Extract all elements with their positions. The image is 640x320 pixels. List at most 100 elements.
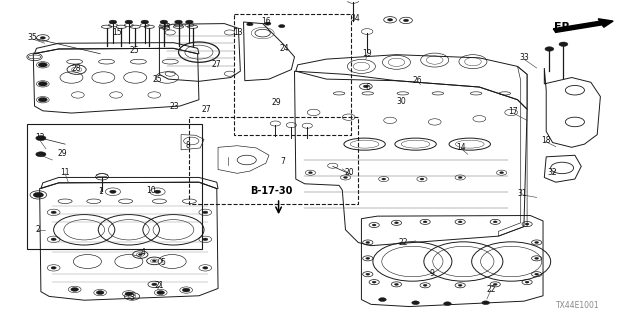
Text: TX44E1001: TX44E1001: [556, 301, 600, 310]
Text: 9: 9: [429, 269, 435, 278]
Circle shape: [36, 136, 46, 141]
Circle shape: [203, 238, 208, 241]
Circle shape: [33, 192, 44, 197]
Text: 23: 23: [170, 101, 180, 111]
Circle shape: [97, 291, 104, 294]
Circle shape: [372, 224, 376, 226]
Circle shape: [203, 211, 208, 214]
Circle shape: [394, 284, 398, 285]
Text: 1: 1: [98, 187, 102, 196]
Circle shape: [458, 221, 462, 223]
Text: 22: 22: [398, 238, 408, 247]
Text: 16: 16: [262, 17, 271, 26]
Text: 32: 32: [548, 168, 557, 177]
Circle shape: [388, 19, 393, 21]
FancyArrow shape: [554, 19, 613, 32]
Text: 14: 14: [457, 143, 467, 152]
Text: 18: 18: [541, 136, 550, 145]
Circle shape: [157, 291, 164, 294]
Text: 29: 29: [57, 149, 67, 158]
Circle shape: [175, 20, 182, 24]
Bar: [234, 14, 351, 135]
Text: 15: 15: [113, 28, 122, 37]
Text: 13: 13: [234, 28, 243, 37]
Circle shape: [38, 98, 47, 102]
Text: 3: 3: [129, 293, 134, 302]
Circle shape: [500, 172, 504, 174]
Text: 33: 33: [161, 23, 171, 32]
Circle shape: [160, 20, 168, 24]
Circle shape: [182, 288, 190, 292]
Text: B-17-30: B-17-30: [250, 186, 292, 196]
Circle shape: [246, 23, 253, 26]
Text: 4: 4: [140, 248, 145, 258]
Text: 28: 28: [72, 63, 81, 73]
Circle shape: [394, 222, 398, 224]
Circle shape: [38, 63, 47, 67]
Circle shape: [36, 152, 46, 157]
Text: 22: 22: [486, 284, 495, 294]
Text: 25: 25: [152, 75, 162, 84]
Circle shape: [525, 281, 529, 283]
Circle shape: [203, 267, 208, 269]
Circle shape: [493, 221, 497, 223]
Circle shape: [51, 211, 56, 214]
Circle shape: [379, 298, 387, 301]
Circle shape: [40, 36, 45, 39]
Bar: [27, 124, 202, 249]
Circle shape: [535, 273, 539, 275]
Circle shape: [38, 82, 47, 86]
Text: 21: 21: [155, 281, 164, 290]
Circle shape: [71, 288, 79, 291]
Circle shape: [382, 178, 386, 180]
Circle shape: [125, 292, 132, 296]
Circle shape: [109, 20, 116, 24]
Circle shape: [493, 284, 497, 285]
Circle shape: [545, 47, 554, 51]
Circle shape: [535, 257, 539, 259]
Circle shape: [141, 20, 148, 24]
Circle shape: [152, 283, 157, 286]
Circle shape: [186, 20, 193, 24]
Circle shape: [559, 42, 568, 46]
Circle shape: [412, 301, 419, 305]
Circle shape: [366, 257, 370, 259]
Circle shape: [366, 273, 370, 275]
Text: 10: 10: [147, 186, 156, 195]
Circle shape: [372, 281, 376, 283]
Circle shape: [264, 22, 271, 25]
Text: 8: 8: [185, 141, 190, 150]
Text: 35: 35: [27, 33, 37, 42]
Circle shape: [444, 302, 451, 306]
Text: 27: 27: [212, 60, 221, 69]
Circle shape: [423, 284, 427, 286]
Circle shape: [51, 238, 56, 241]
Text: 29: 29: [272, 98, 282, 107]
Text: 19: 19: [362, 49, 372, 58]
Text: 25: 25: [129, 46, 139, 55]
Text: FR.: FR.: [554, 22, 575, 32]
Text: 31: 31: [518, 189, 527, 198]
Circle shape: [423, 221, 427, 223]
Circle shape: [51, 267, 56, 269]
Text: 34: 34: [351, 14, 360, 23]
Text: 20: 20: [344, 168, 354, 177]
Text: 12: 12: [35, 133, 44, 142]
Circle shape: [138, 253, 142, 255]
Text: 2: 2: [36, 225, 41, 234]
Text: 33: 33: [519, 53, 529, 62]
Circle shape: [364, 85, 369, 88]
Circle shape: [125, 20, 132, 24]
Text: 11: 11: [60, 168, 70, 177]
Circle shape: [458, 284, 462, 286]
Text: 5: 5: [161, 258, 166, 267]
Circle shape: [525, 223, 529, 225]
Bar: [189, 117, 358, 204]
Circle shape: [366, 242, 370, 244]
Circle shape: [535, 242, 539, 244]
Text: 17: 17: [508, 107, 518, 116]
Circle shape: [152, 260, 156, 262]
Text: 27: 27: [202, 105, 211, 114]
Circle shape: [420, 178, 424, 180]
Text: 30: 30: [397, 97, 406, 106]
